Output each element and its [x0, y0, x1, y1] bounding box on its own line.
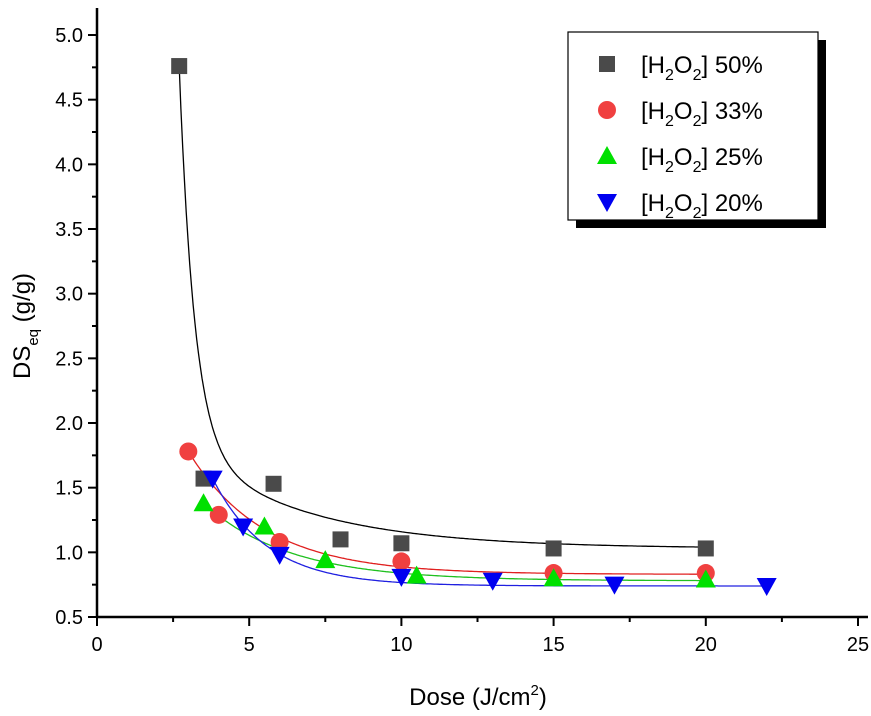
fit-curve-1	[187, 451, 706, 575]
data-point-series-3	[233, 518, 254, 537]
data-point-series-3	[756, 577, 777, 596]
legend: [H2O2] 50%[H2O2] 33%[H2O2] 25%[H2O2] 20%	[567, 31, 826, 228]
legend-label-part: ] 33%	[701, 98, 762, 125]
legend-label-part: ] 50%	[701, 52, 762, 79]
data-point-series-2	[193, 493, 214, 512]
data-point-series-0	[265, 475, 282, 492]
y-axis-label: DSeq (g/g)	[9, 273, 42, 379]
legend-label-3: [H2O2] 20%	[641, 190, 763, 222]
data-point-series-1	[179, 442, 198, 461]
legend-label-part: [H	[641, 52, 665, 79]
legend-label-part: 2	[665, 159, 674, 176]
x-axis-label: Dose (J/cm2)	[409, 682, 547, 711]
data-point-series-3	[604, 576, 625, 595]
y-tick-label: 3.5	[55, 219, 83, 241]
legend-label-part: [H	[641, 144, 665, 171]
legend-label-part: 2	[693, 67, 702, 84]
data-point-series-2	[406, 565, 427, 584]
data-point-series-1	[209, 505, 228, 524]
data-point-series-0	[697, 540, 714, 557]
legend-label-part: 2	[665, 113, 674, 130]
legend-marker-0	[599, 56, 615, 72]
legend-label-part: O	[674, 144, 693, 171]
data-point-series-2	[254, 516, 275, 535]
legend-label-part: ] 25%	[701, 144, 762, 171]
legend-label-part: 2	[665, 205, 674, 222]
legend-label-part: [H	[641, 98, 665, 125]
data-point-series-3	[482, 572, 503, 591]
data-point-series-2	[543, 568, 564, 587]
legend-label-part: ] 20%	[701, 190, 762, 217]
legend-label-0: [H2O2] 50%	[641, 52, 763, 84]
x-tick-label: 10	[390, 634, 412, 656]
x-tick-label: 20	[695, 634, 717, 656]
y-tick-label: 0.5	[55, 607, 83, 629]
fit-curve-0	[178, 66, 706, 548]
data-point-series-1	[270, 532, 289, 551]
legend-label-part: 2	[693, 159, 702, 176]
x-tick-label: 5	[244, 634, 255, 656]
x-tick-label: 25	[847, 634, 869, 656]
fit-curve-3	[212, 478, 767, 587]
data-point-series-3	[202, 470, 223, 489]
legend-label-part: [H	[641, 190, 665, 217]
y-tick-label: 2.5	[55, 348, 83, 370]
y-tick-label: 1.0	[55, 542, 83, 564]
data-points	[171, 58, 777, 596]
y-tick-label: 2.0	[55, 413, 83, 435]
legend-marker-3	[597, 194, 617, 212]
data-point-series-3	[391, 568, 412, 587]
data-point-series-0	[545, 540, 562, 557]
y-tick-label: 3.0	[55, 284, 83, 306]
legend-marker-1	[598, 101, 616, 119]
legend-label-part: O	[674, 190, 693, 217]
legend-label-part: O	[674, 98, 693, 125]
legend-label-1: [H2O2] 33%	[641, 98, 763, 130]
legend-label-2: [H2O2] 25%	[641, 144, 763, 176]
y-tick-label: 5.0	[55, 25, 83, 47]
legend-label-part: 2	[665, 67, 674, 84]
data-point-series-0	[332, 531, 349, 548]
y-tick-label: 4.0	[55, 154, 83, 176]
data-point-series-2	[315, 550, 336, 569]
x-tick-label: 15	[542, 634, 564, 656]
data-point-series-3	[269, 546, 290, 565]
data-point-series-0	[393, 535, 410, 552]
data-point-series-2	[695, 569, 716, 588]
legend-label-part: 2	[693, 205, 702, 222]
legend-marker-2	[597, 146, 617, 164]
data-point-series-1	[392, 552, 411, 571]
data-point-series-0	[171, 58, 188, 75]
legend-label-part: 2	[693, 113, 702, 130]
axes: 0 5 10 15 20 25 0.5 1.0 1.5 2.0 2.5 3.0 3.5 4.0 4.5 5.0	[55, 8, 869, 656]
y-tick-label: 1.5	[55, 478, 83, 500]
x-tick-label: 0	[91, 634, 102, 656]
legend-label-part: O	[674, 52, 693, 79]
y-tick-label: 4.5	[55, 90, 83, 112]
